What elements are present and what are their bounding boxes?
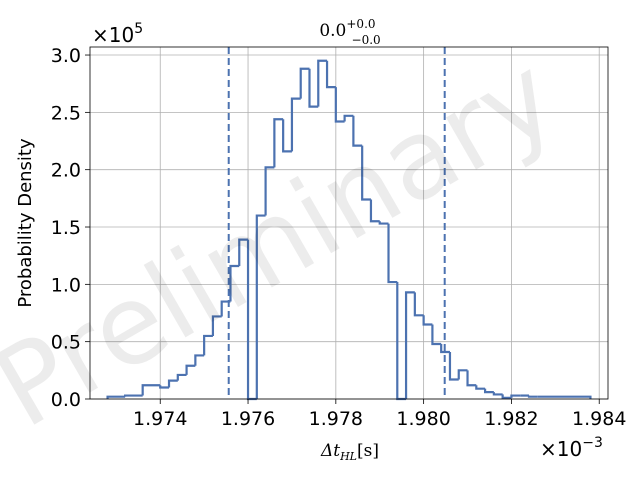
histogram-bin [369,199,380,223]
histogram-bin [264,166,275,216]
plot-background [90,47,608,399]
y-tick-label: 1.0 [51,274,81,296]
histogram-bin [361,145,371,201]
histogram-bin [185,364,196,375]
histogram-bin [422,315,433,326]
histogram-bin [238,238,249,266]
x-tick-label: 1.980 [396,408,450,430]
y-tick-label: 0.5 [51,332,81,354]
histogram-bin [203,334,213,356]
x-tick-label: 1.976 [221,408,275,430]
histogram-bin [282,119,292,153]
histogram-bin [378,221,389,225]
chart-title: 0.0+0.0 −0.0 [319,17,380,47]
histogram-bin [387,223,398,284]
histogram-bin [457,369,468,380]
x-tick-label: 1.974 [133,408,187,430]
interval-lines [227,47,446,399]
histogram-bin [220,300,231,317]
histogram-bin [537,395,592,399]
histogram-bin [290,97,301,152]
histogram-bin [475,385,486,390]
y-axis-label: Probability Density [15,138,36,308]
histogram-bin [483,388,494,394]
histogram-bin [492,392,503,396]
x-tick-label: 1.982 [484,408,538,430]
histogram-bin [413,292,424,317]
histogram-bin [255,214,266,399]
histogram-bin [325,60,336,89]
histogram-bin [343,114,354,122]
histogram-bin [159,385,170,389]
histogram-bin [501,394,512,399]
histogram-bin [299,67,310,99]
histogram-bin [404,291,415,399]
histogram-bin [527,395,538,398]
histogram-bin [194,354,205,366]
y-axis-ticks: 0.0 0.5 1.0 1.5 2.0 2.5 3.0 [51,45,90,411]
histogram-bin [211,315,222,336]
histogram-bin [273,118,284,168]
y-axis-multiplier: ×105 [92,21,143,47]
histogram-bin [167,379,178,388]
histogram-bin [352,115,363,147]
y-tick-label: 2.5 [51,102,81,124]
histogram-bin [317,59,328,107]
histogram-bin [448,351,459,381]
plot-frame [89,46,609,400]
y-tick-label: 0.0 [51,389,81,411]
histogram-bin [308,68,319,108]
x-tick-label: 1.984 [572,408,626,430]
histogram-bin [466,370,477,387]
x-tick-label: 1.978 [309,408,363,430]
y-tick-label: 2.0 [51,160,81,182]
y-tick-label: 3.0 [51,45,81,67]
histogram-bin [106,395,126,399]
histogram-bin [334,87,345,123]
histogram-bin [510,394,521,398]
y-tick-label: 1.5 [51,217,81,239]
x-axis-label: ΔtHL[s] [320,441,379,463]
histogram-bin [124,394,143,397]
histogram-bin [229,264,240,302]
x-axis-multiplier: ×10−3 [540,435,603,461]
histogram-bin [440,343,450,354]
histogram-bin [431,324,442,346]
histogram-bin [141,384,161,396]
x-axis-ticks: 1.974 1.976 1.978 1.980 1.982 1.984 [133,399,626,430]
histogram-bin [176,373,187,381]
